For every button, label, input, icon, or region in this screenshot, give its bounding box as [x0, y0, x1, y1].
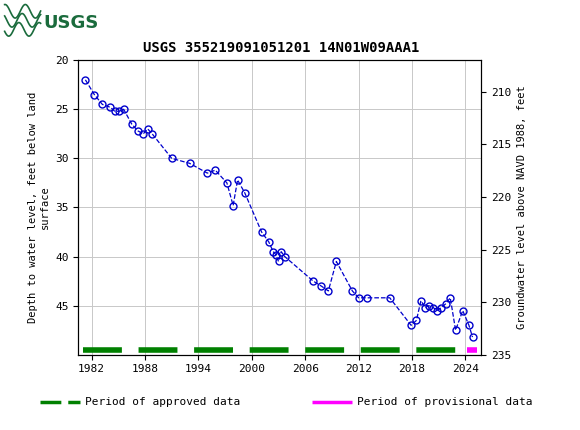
Text: USGS: USGS: [44, 14, 99, 31]
Text: USGS 355219091051201 14N01W09AAA1: USGS 355219091051201 14N01W09AAA1: [143, 41, 419, 55]
Y-axis label: Groundwater level above NAVD 1988, feet: Groundwater level above NAVD 1988, feet: [517, 86, 527, 329]
Y-axis label: Depth to water level, feet below land
surface: Depth to water level, feet below land su…: [28, 92, 49, 323]
Text: Period of approved data: Period of approved data: [85, 397, 240, 407]
Bar: [3, 2, 113, 43]
Text: Period of provisional data: Period of provisional data: [357, 397, 532, 407]
